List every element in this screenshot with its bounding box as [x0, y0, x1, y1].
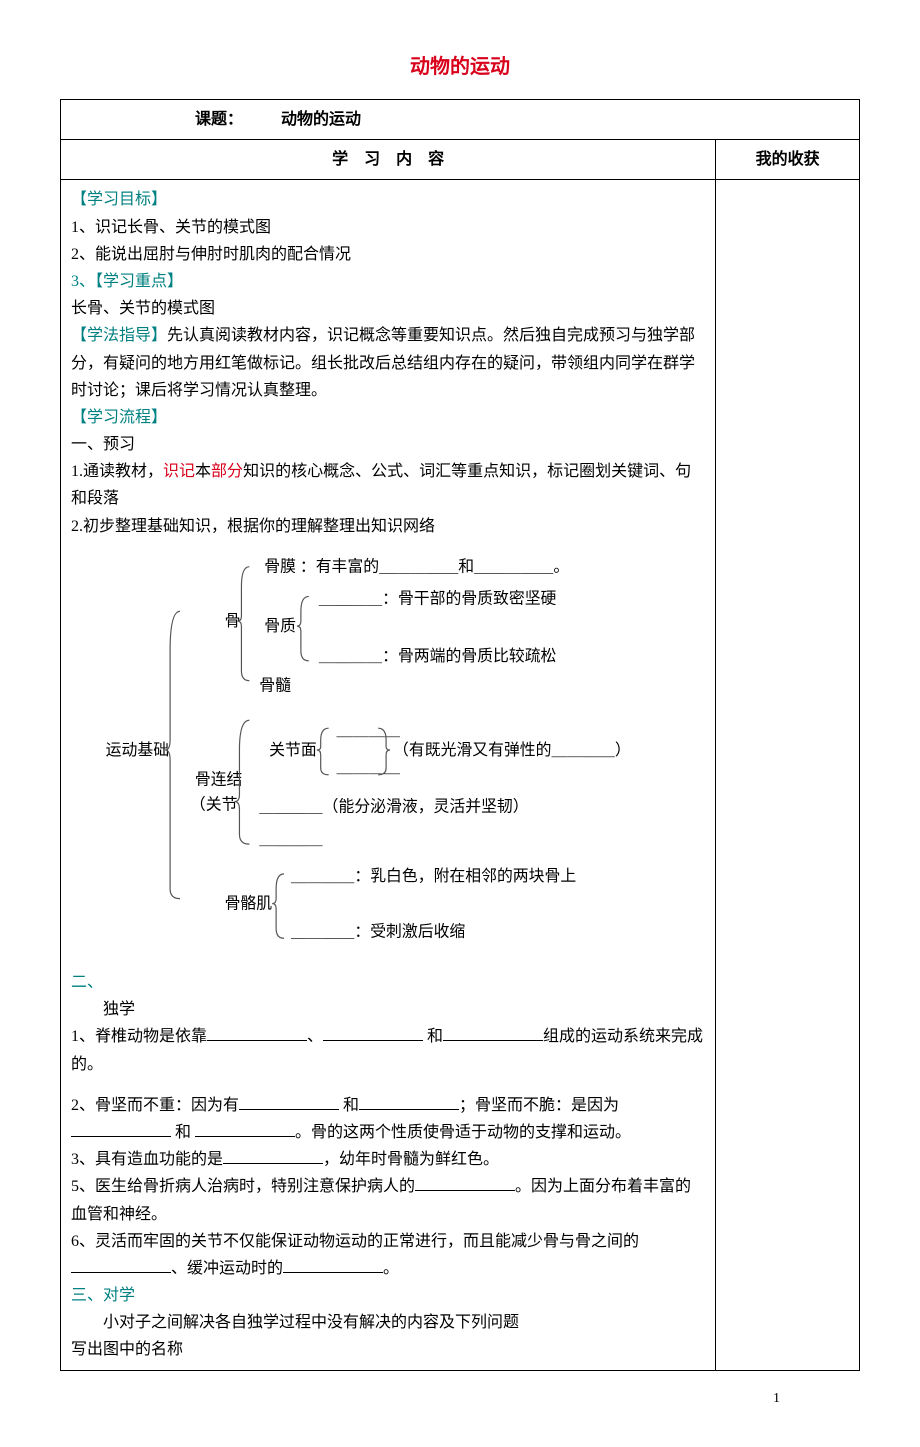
- diag-surface-top: ＿＿＿＿: [337, 722, 401, 739]
- q1a: 1、脊椎动物是依靠: [71, 1028, 207, 1045]
- goal-1: 1、识记长骨、关节的模式图: [71, 214, 705, 241]
- q3: 3、具有造血功能的是 ，幼年时骨髓为鲜红色。: [71, 1146, 705, 1173]
- q1: 1、脊椎动物是依靠、 和组成的运动系统来完成的。: [71, 1023, 705, 1077]
- goals-header: 【学习目标】: [71, 186, 705, 213]
- q6: 6、灵活而牢固的关节不仅能保证动物运动的正常进行，而且能减少骨与骨之间的 、缓冲…: [71, 1228, 705, 1282]
- flow-p2: 2.初步整理基础知识，根据你的理解整理出知识网络: [71, 513, 705, 540]
- guide-header: 【学法指导】: [71, 327, 167, 344]
- q2e: 和: [171, 1124, 195, 1141]
- diag-bone-quality: 骨质: [264, 617, 296, 635]
- q3a: 3、具有造血功能的是: [71, 1151, 223, 1168]
- topic-label: 课题：: [195, 111, 243, 128]
- concept-diagram: .dt { font-family: "SimSun", serif; font…: [71, 540, 705, 960]
- goal-3: 3、【学习重点】: [71, 268, 705, 295]
- p1d: 部分: [211, 463, 243, 480]
- blank-q1-3: [443, 1024, 543, 1041]
- q6c: 。: [383, 1260, 399, 1277]
- q1c: 和: [423, 1028, 443, 1045]
- diag-surface-bot: ＿＿＿＿: [337, 759, 401, 776]
- goal-3-prefix: 3、【: [71, 273, 103, 290]
- diag-muscle-white: ＿＿＿＿：乳白色，附在相邻的两块骨上: [291, 867, 576, 885]
- blank-q1-2: [323, 1024, 423, 1041]
- page-number: 1: [60, 1391, 860, 1407]
- q2b: 、骨坚而不重：因为有: [79, 1097, 239, 1114]
- blank-q2-4: [195, 1120, 295, 1137]
- blank-q1-1: [207, 1024, 307, 1041]
- spacer: [71, 1078, 705, 1092]
- q2: 2、骨坚而不重：因为有 和 ；骨坚而不脆：是因为 和 。骨的这两个性质使骨适于动物…: [71, 1092, 705, 1146]
- diag-bone-marrow: 骨髓: [259, 676, 291, 694]
- p1b: 识记: [163, 463, 195, 480]
- q5a: 5、医生给骨折病人治病时，: [71, 1178, 271, 1195]
- notes-body: [716, 180, 860, 1370]
- pair-line2: 写出图中的名称: [71, 1336, 705, 1363]
- q2c: 和: [339, 1097, 359, 1114]
- brace-muscle: [272, 874, 284, 938]
- q5d: 。: [151, 1206, 167, 1223]
- p1c: 本: [195, 463, 211, 480]
- blank-q6-1: [71, 1256, 171, 1273]
- blank-q2-1: [239, 1093, 339, 1110]
- self-header2: 独学: [71, 996, 705, 1023]
- diag-joint-surface: 关节面: [269, 741, 317, 759]
- diag-muscle: 骨骼肌: [225, 894, 273, 912]
- p1a: 1.通读教材，: [71, 463, 163, 480]
- diag-joint-secrete: ＿＿＿＿（能分泌滑液，灵活并坚韧）: [259, 797, 528, 815]
- blank-q3: [223, 1147, 323, 1164]
- diag-bone-membrane: 骨膜 ：有丰富的＿＿＿＿＿和＿＿＿＿＿。: [264, 557, 569, 575]
- diag-surface-desc: （有既光滑又有弹性的＿＿＿＿）: [393, 741, 631, 759]
- diag-bq-loose: ＿＿＿＿：骨两端的骨质比较疏松: [319, 647, 557, 665]
- main-table: 课题： 动物的运动 学 习 内 容 我的收获 【学习目标】 1、识记长骨、关节的…: [60, 99, 860, 1371]
- self-header: 二、: [71, 974, 103, 991]
- guide-block: 【学法指导】先认真阅读教材内容，识记概念等重要知识点。然后独自完成预习与独学部分…: [71, 322, 705, 404]
- q5b: 特别注意保护病人的: [271, 1178, 415, 1195]
- goal-2: 2、能说出屈肘与伸肘时肌肉的配合情况: [71, 241, 705, 268]
- goal-3-text: 学习重点】: [103, 273, 183, 290]
- diag-root: 运动基础: [106, 741, 169, 759]
- content-header: 学 习 内 容: [61, 140, 716, 180]
- q1b: 、: [307, 1028, 323, 1045]
- pair-header: 三、对学: [71, 1282, 705, 1309]
- q6b: 、缓冲运动时的: [171, 1260, 283, 1277]
- topic-cell: 课题： 动物的运动: [61, 100, 860, 140]
- notes-header: 我的收获: [716, 140, 860, 180]
- q2a: 2: [71, 1097, 79, 1114]
- flow-header: 【学习流程】: [71, 404, 705, 431]
- content-body: 【学习目标】 1、识记长骨、关节的模式图 2、能说出屈肘与伸肘时肌肉的配合情况 …: [61, 180, 716, 1370]
- diag-joint-paren: （关节: [190, 795, 238, 813]
- q5: 5、医生给骨折病人治病时，特别注意保护病人的。因为上面分布着丰富的血管和神经。: [71, 1173, 705, 1227]
- q2d: ；骨坚而不脆：是因为: [459, 1097, 619, 1114]
- self-header-line: 二、: [71, 969, 705, 996]
- topic-row: 课题： 动物的运动: [61, 100, 860, 140]
- pair-line1: 小对子之间解决各自独学过程中没有解决的内容及下列问题: [71, 1309, 705, 1336]
- diag-bq-dense: ＿＿＿＿：骨干部的骨质致密坚硬: [319, 589, 557, 607]
- brace-surface-l: [317, 728, 329, 775]
- brace-bq: [297, 596, 309, 660]
- flow-p1: 1.通读教材，识记本部分知识的核心概念、公式、词汇等重点知识，标记圈划关键词、句…: [71, 458, 705, 512]
- goal-3-body: 长骨、关节的模式图: [71, 295, 705, 322]
- diag-joint-label: 骨连结: [195, 770, 243, 788]
- header-row: 学 习 内 容 我的收获: [61, 140, 860, 180]
- blank-q2-2: [359, 1093, 459, 1110]
- blank-q6-2: [283, 1256, 383, 1273]
- q6a: 6、灵活而牢固的关节不仅能保证动物运动的正常进行，而且能减少骨与骨之间的: [71, 1233, 639, 1250]
- q2f: 。骨的这两个性质使骨适于动物的支撑和运动。: [295, 1124, 631, 1141]
- diag-muscle-contract: ＿＿＿＿：受刺激后收缩: [291, 922, 465, 940]
- blank-q2-3: [71, 1120, 171, 1137]
- page-title: 动物的运动: [60, 50, 860, 79]
- topic-value: 动物的运动: [281, 111, 361, 128]
- blank-q5: [415, 1174, 515, 1191]
- diag-joint-blank: ＿＿＿＿: [259, 831, 323, 848]
- flow-preview: 一、预习: [71, 431, 705, 458]
- body-row: 【学习目标】 1、识记长骨、关节的模式图 2、能说出屈肘与伸肘时肌肉的配合情况 …: [61, 180, 860, 1370]
- page-container: 动物的运动 课题： 动物的运动 学 习 内 容 我的收获 【学习目标】 1、识记…: [0, 0, 920, 1447]
- q3b: ，幼年时骨髓为鲜红色。: [323, 1151, 499, 1168]
